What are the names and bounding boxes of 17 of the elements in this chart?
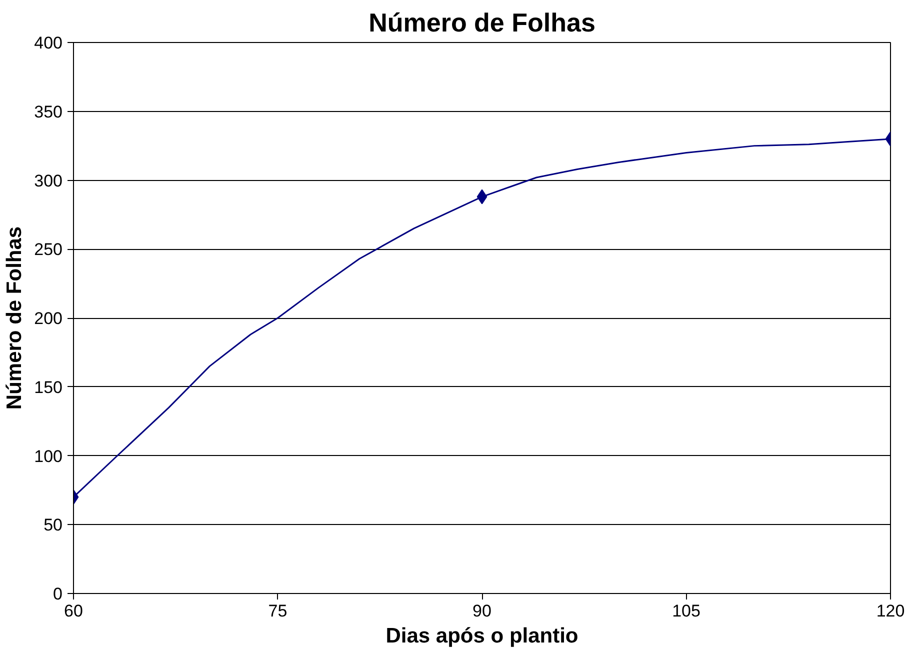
y-tick-label: 350: [34, 102, 63, 122]
y-tick-label: 250: [34, 240, 63, 260]
y-tick-label: 50: [44, 516, 63, 535]
x-axis-title: Dias após o plantio: [386, 624, 578, 648]
y-tick-label: 100: [34, 446, 63, 466]
chart-title: Número de Folhas: [368, 8, 596, 38]
x-tick-label: 120: [876, 602, 905, 620]
x-tick-label: 105: [672, 602, 700, 620]
y-tick-label: 0: [53, 584, 63, 604]
x-tick-label: 60: [64, 602, 83, 620]
y-tick-label: 300: [34, 171, 63, 190]
x-tick-label: 90: [472, 602, 492, 620]
x-tick-label: 75: [268, 602, 288, 620]
y-axis-title: Número de Folhas: [3, 226, 26, 410]
y-tick-label: 400: [34, 34, 63, 52]
y-tick-label: 200: [34, 309, 63, 328]
y-tick-label: 150: [34, 378, 63, 397]
